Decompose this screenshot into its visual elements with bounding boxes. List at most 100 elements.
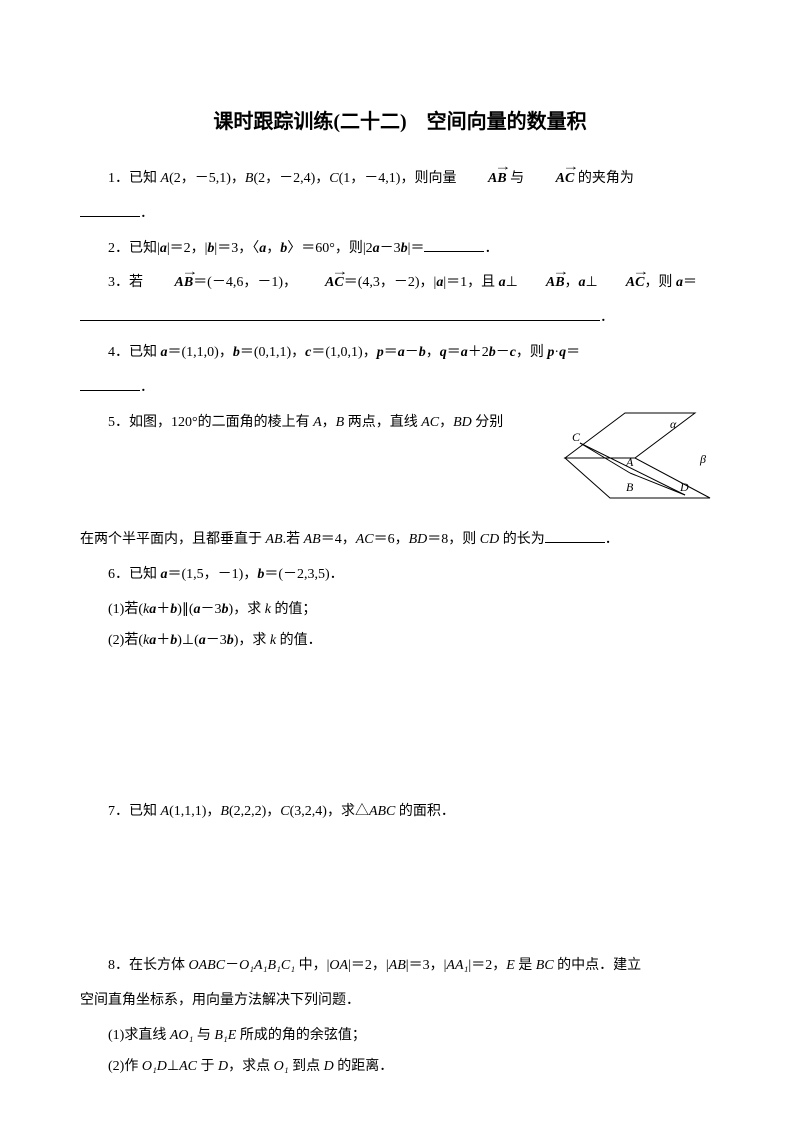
text: 的面积． <box>395 804 455 819</box>
problem-4-cont: ． <box>80 373 720 404</box>
text: ，则 <box>516 345 548 360</box>
var-BD: BD <box>453 415 472 430</box>
var-AB: AB <box>304 532 321 547</box>
var-B: B <box>220 804 229 819</box>
text: ． <box>140 206 154 221</box>
text: ＝ <box>566 345 580 360</box>
problem-7: 7．已知 A(1,1,1)，B(2,2,2)，C(3,2,4)，求△ABC 的面… <box>80 797 720 828</box>
blank <box>545 529 605 543</box>
text: 7．已知 <box>108 804 161 819</box>
text: 的长为 <box>499 532 545 547</box>
text: 在两个半平面内，且都垂直于 <box>80 532 266 547</box>
text: )∥( <box>177 602 193 617</box>
var-a: a <box>499 275 506 290</box>
text: (2,2,2)， <box>229 804 280 819</box>
vec-AB: AB <box>518 268 565 299</box>
text: ． <box>484 241 498 256</box>
problem-1-cont: ． <box>80 199 720 230</box>
var-B1E: B₁E <box>214 1028 236 1043</box>
blank-long <box>80 307 600 321</box>
text: 的值． <box>276 633 322 648</box>
text: ， <box>426 345 440 360</box>
text: |＝3，〈 <box>214 241 259 256</box>
var-AO1: AO₁ <box>170 1028 194 1043</box>
text: ＋ <box>156 602 170 617</box>
problem-5-cont: 在两个半平面内，且都垂直于 AB.若 AB＝4，AC＝6，BD＝8，则 CD 的… <box>80 525 720 556</box>
text: (1，－4,1)，则向量 <box>339 171 460 186</box>
text: ＝(1,5，－1)， <box>168 567 258 582</box>
text: (2，－5,1)， <box>169 171 245 186</box>
var-D: D <box>218 1059 228 1074</box>
var-b: b <box>233 345 240 360</box>
var-b: b <box>419 345 426 360</box>
var-AA1: AA₁ <box>446 958 468 973</box>
var-p: p <box>377 345 384 360</box>
vec-AC: AC <box>598 268 645 299</box>
text: － <box>225 958 239 973</box>
var-AC: AC <box>179 1059 197 1074</box>
var-ABC: ABC <box>369 804 395 819</box>
text: )，求 <box>229 602 265 617</box>
text: －3 <box>380 241 401 256</box>
vec-AB: AB <box>460 164 507 195</box>
var-CD: CD <box>480 532 499 547</box>
var-a: a <box>461 345 468 360</box>
text: ＋ <box>156 633 170 648</box>
text: |＝2， <box>468 958 506 973</box>
text: － <box>405 345 419 360</box>
problem-8-2: (2)作 O₁D⊥AC 于 D，求点 O₁ 到点 D 的距离． <box>80 1052 720 1083</box>
var-B: B <box>336 415 345 430</box>
text: (1,1,1)， <box>169 804 220 819</box>
text: ，求点 <box>228 1059 274 1074</box>
text: (1)若( <box>108 602 143 617</box>
text: ， <box>439 415 453 430</box>
workspace-gap <box>80 657 720 797</box>
problem-6: 6．已知 a＝(1,5，－1)，b＝(－2,3,5)． <box>80 560 720 591</box>
problem-6-1: (1)若(ka＋b)∥(a－3b)，求 k 的值； <box>80 595 720 626</box>
text: |＝1，且 <box>443 275 498 290</box>
text: |＝ <box>408 241 425 256</box>
problem-6-2: (2)若(ka＋b)⊥(a－3b)，求 k 的值． <box>80 626 720 657</box>
text: ＋2 <box>468 345 489 360</box>
text: 到点 <box>289 1059 324 1074</box>
text: 于 <box>197 1059 218 1074</box>
var-a: a <box>199 633 206 648</box>
problem-1: 1．已知 A(2，－5,1)，B(2，－2,4)，C(1，－4,1)，则向量 A… <box>80 164 720 195</box>
text: 2．已知| <box>108 241 160 256</box>
var-a: a <box>160 241 167 256</box>
text: 8．在长方体 <box>108 958 189 973</box>
text: 所成的角的余弦值； <box>236 1028 366 1043</box>
text: ， <box>266 241 280 256</box>
var-b: b <box>222 602 229 617</box>
var-O1: O₁ <box>274 1059 289 1074</box>
fig-beta: β <box>699 452 706 466</box>
var-a: a <box>373 241 380 256</box>
var-C: C <box>280 804 289 819</box>
var-a: a <box>161 345 168 360</box>
text: 1．已知 <box>108 171 161 186</box>
var-BC: BC <box>536 958 554 973</box>
var-b: b <box>401 241 408 256</box>
text: ＝(1,1,0)， <box>168 345 233 360</box>
vec-AC: AC <box>528 164 575 195</box>
text: ， <box>322 415 336 430</box>
text: 中，| <box>295 958 329 973</box>
var-a: a <box>398 345 405 360</box>
text: ＝(0,1,1)， <box>240 345 305 360</box>
var-a: a <box>676 275 683 290</box>
text: 的中点．建立 <box>554 958 642 973</box>
var-AB: AB <box>266 532 283 547</box>
problem-4: 4．已知 a＝(1,1,0)，b＝(0,1,1)，c＝(1,0,1)，p＝a－b… <box>80 338 720 369</box>
text: ＝ <box>683 275 697 290</box>
page-title: 课时跟踪训练(二十二) 空间向量的数量积 <box>80 100 720 144</box>
problem-8-cont: 空间直角坐标系，用向量方法解决下列问题． <box>80 986 720 1017</box>
var-b: b <box>489 345 496 360</box>
text: ＝ <box>447 345 461 360</box>
text: ⊥ <box>167 1059 179 1074</box>
text: (2)作 <box>108 1059 142 1074</box>
text: ． <box>140 380 154 395</box>
fig-A: A <box>625 455 634 469</box>
text: )，求 <box>234 633 270 648</box>
text: )⊥( <box>177 633 199 648</box>
text: 是 <box>515 958 536 973</box>
